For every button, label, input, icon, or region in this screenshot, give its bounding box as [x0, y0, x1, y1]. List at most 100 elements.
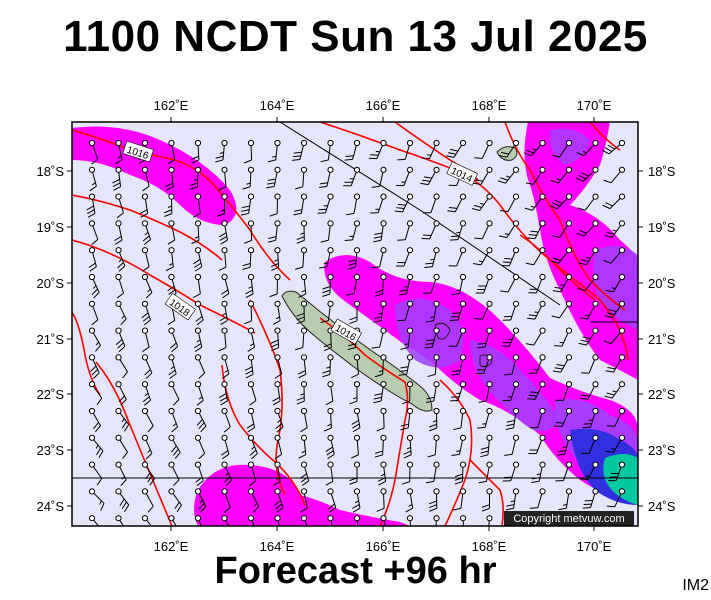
wind-barb: [454, 461, 467, 485]
wind-barb: [555, 461, 573, 482]
wind-barb: [400, 407, 414, 431]
precip-area-northwest: [72, 126, 237, 225]
wind-barb: [218, 327, 228, 352]
wind-barb: [168, 488, 182, 513]
wind-barb: [272, 300, 281, 325]
wind-barb: [394, 193, 414, 213]
wind-barb: [167, 273, 177, 299]
wind-barb: [582, 488, 599, 509]
wind-barb: [505, 488, 520, 511]
wind-barb: [141, 407, 154, 433]
wind-barb: [274, 354, 283, 379]
wind-barb: [397, 220, 414, 241]
wind-barb: [300, 488, 308, 513]
wind-barb: [193, 193, 202, 218]
wind-barb: [243, 300, 255, 325]
wind-barb-layer: [86, 139, 626, 526]
wind-barb: [194, 300, 204, 326]
wind-barb: [168, 461, 180, 486]
wind-barb: [247, 434, 258, 460]
isobar-line: [319, 122, 629, 361]
isobar-line: [439, 379, 473, 526]
wind-barb: [114, 220, 123, 245]
wind-barb: [429, 488, 440, 512]
precip-area-medium-1: [395, 298, 464, 368]
wind-barb: [351, 434, 361, 459]
wind-barb: [504, 434, 520, 456]
lon-label: 170˚E: [577, 98, 612, 113]
wind-barb: [325, 461, 334, 486]
wind-barb: [88, 461, 103, 486]
wind-barb: [425, 300, 440, 323]
wind-barb: [500, 193, 520, 213]
precip-area-east: [524, 122, 638, 380]
wind-barb: [550, 247, 573, 264]
wind-barb: [167, 220, 176, 245]
wind-barb: [604, 381, 626, 399]
wind-barb: [243, 139, 255, 164]
wind-barb: [528, 273, 546, 294]
wind-barb: [349, 461, 361, 485]
wind-barb: [189, 166, 202, 190]
wind-barb: [247, 381, 257, 406]
wind-barb: [86, 193, 96, 218]
wind-barb: [405, 488, 414, 513]
wind-barb: [528, 354, 546, 374]
wind-barb: [274, 407, 284, 433]
wind-barb: [141, 434, 153, 460]
wind-barb: [486, 515, 493, 526]
wind-barb: [141, 247, 150, 272]
wind-barb: [112, 166, 122, 191]
wind-barb: [451, 354, 467, 376]
lat-label: 22˚S: [648, 387, 676, 402]
wind-barb: [221, 461, 233, 487]
wind-barb: [299, 461, 310, 487]
wind-barb: [376, 407, 387, 432]
wind-barb: [194, 354, 206, 379]
wind-barb: [606, 488, 626, 508]
wind-barb: [221, 434, 230, 460]
wind-barb: [115, 407, 130, 432]
wind-barb: [606, 407, 626, 427]
wind-barb: [578, 247, 599, 266]
wind-barb: [349, 300, 361, 325]
wind-barb: [88, 407, 101, 433]
lat-label: 19˚S: [37, 220, 65, 235]
wind-barb: [406, 515, 414, 526]
wind-barb: [420, 166, 440, 186]
wind-barb: [398, 273, 414, 296]
wind-barb: [194, 515, 202, 526]
wind-barb: [298, 434, 308, 459]
wind-barb: [475, 273, 493, 294]
wind-barb: [168, 407, 179, 433]
wind-barb: [320, 139, 334, 163]
lat-label: 21˚S: [648, 332, 676, 347]
wind-barb: [141, 220, 152, 245]
wind-barb: [582, 407, 599, 429]
wind-barb: [300, 407, 308, 433]
wind-barb: [141, 488, 154, 513]
isobar-line: [319, 317, 409, 526]
wind-barb: [400, 327, 414, 350]
wind-barb: [191, 139, 202, 164]
wind-barb: [246, 407, 256, 433]
lat-label: 22˚S: [37, 387, 65, 402]
lat-label: 18˚S: [37, 164, 65, 179]
wind-barb: [165, 166, 175, 191]
wind-barb: [194, 327, 203, 352]
wind-barb: [552, 354, 573, 373]
wind-barb: [141, 327, 150, 352]
wind-barb: [115, 327, 126, 353]
wind-barb: [115, 434, 128, 459]
wind-barb: [294, 327, 308, 351]
wind-barb: [115, 273, 124, 299]
wind-barb: [459, 515, 467, 526]
wind-barb: [523, 139, 546, 157]
wind-barb: [274, 488, 284, 513]
wind-barb: [88, 300, 99, 326]
wind-barb: [605, 354, 626, 373]
wind-barb: [401, 461, 414, 485]
wind-barb: [327, 488, 337, 513]
lon-axis-bottom: 162˚E 164˚E 166˚E 168˚E 170˚E: [154, 539, 612, 554]
